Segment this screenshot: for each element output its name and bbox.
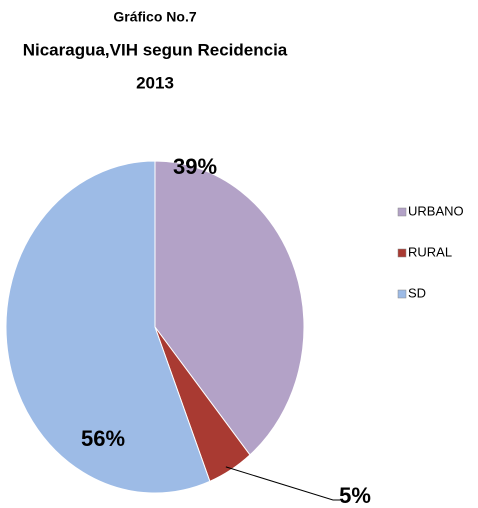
- legend-swatch: [397, 207, 407, 217]
- legend-label: RURAL: [408, 244, 452, 259]
- data-label: 5%: [339, 483, 371, 508]
- legend-swatch: [397, 289, 407, 299]
- legend-label: URBANO: [408, 203, 464, 218]
- legend-label: SD: [408, 285, 426, 300]
- leader-line: [225, 466, 340, 501]
- data-label: 56%: [81, 426, 125, 451]
- chart-title-line: 2013: [136, 73, 174, 92]
- data-label: 39%: [173, 154, 217, 179]
- pie-slice: [154, 160, 305, 456]
- chart-title: Nicaragua,VIH segun Recidencia: [23, 40, 288, 59]
- legend-swatch: [397, 248, 407, 258]
- pie-slice: [5, 160, 211, 494]
- chart-title-line: Gráfico No.7: [113, 9, 196, 25]
